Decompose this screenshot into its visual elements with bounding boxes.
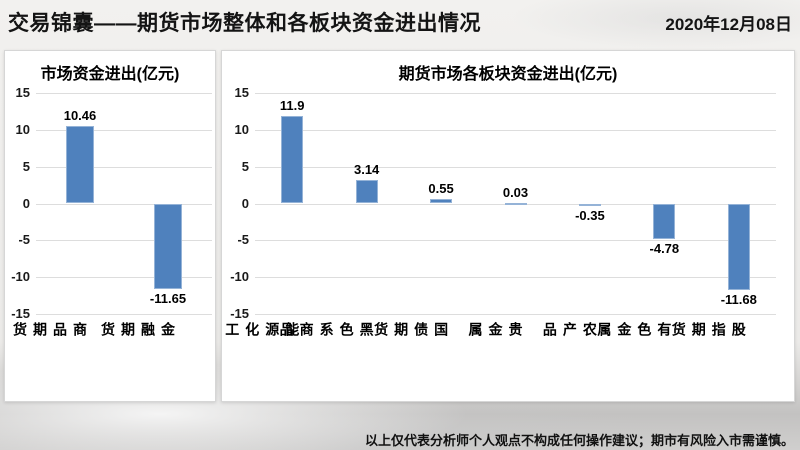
bar-value-label: -11.65: [149, 291, 187, 307]
grid-line: [255, 277, 776, 279]
grid-line: [36, 166, 212, 168]
grid-line: [255, 314, 776, 315]
y-tick-label: 0: [241, 195, 249, 211]
y-tick-label: -10: [11, 269, 30, 285]
grid-line: [36, 277, 212, 279]
category-label: 股指期货: [670, 322, 747, 337]
bar: [578, 203, 601, 207]
bar: [727, 203, 750, 290]
sector-flow-chart-plot: 15 10 5 0 -5 -10 -15 11.9 能源化工 3.14 黑色系商品 0.55 国债期货 0…: [224, 85, 776, 337]
market-flow-chart-panel: 市场资金进出(亿元) 15 10 5 0 -5 -10 -15 10.46 商品期货 -11.65…: [4, 50, 216, 402]
page-title: 交易锦囊——期货市场整体和各板块资金进出情况: [8, 12, 481, 35]
bar: [430, 199, 453, 204]
bar: [355, 180, 378, 204]
y-tick-label: -15: [230, 306, 249, 321]
grid-line: [36, 203, 212, 205]
disclaimer-text: 以上仅代表分析师个人观点不构成任何操作建议；期市有风险入市需谨慎。: [364, 433, 794, 448]
grid-line: [36, 129, 212, 131]
bar-value-label: -0.35: [575, 208, 605, 224]
category-label: 农产品: [541, 322, 598, 337]
bar: [504, 202, 527, 205]
bar-value-label: 0.55: [428, 181, 454, 197]
category-label: 黑色系商品: [278, 322, 375, 337]
chart-title-sector-flow: 期货市场各板块资金进出(亿元): [398, 66, 618, 83]
bar: [154, 203, 182, 290]
y-tick-label: -15: [11, 306, 30, 321]
bar-value-label: -11.68: [720, 291, 757, 307]
y-tick-label: -5: [18, 232, 30, 248]
bar: [281, 115, 304, 204]
y-tick-label: 15: [234, 85, 249, 100]
y-tick-label: 10: [15, 121, 30, 137]
market-flow-chart-plot: 15 10 5 0 -5 -10 -15 10.46 商品期货 -11.65 金融期货: [11, 85, 212, 337]
sector-flow-chart-panel: 期货市场各板块资金进出(亿元) 15 10 5 0 -5 -10 -15 11.9 能源化工 3.…: [221, 50, 795, 402]
bar-value-label: -4.78: [649, 240, 680, 256]
bar-value-label: 0.03: [502, 184, 529, 200]
grid-line: [255, 129, 776, 131]
y-tick-label: 15: [15, 85, 30, 100]
y-tick-label: -5: [237, 232, 249, 248]
category-label: 商品期货: [12, 322, 88, 337]
grid-line: [255, 166, 776, 168]
y-tick-label: 10: [234, 121, 249, 137]
bar: [653, 203, 676, 239]
y-tick-label: 5: [241, 158, 249, 174]
bar-value-label: 10.46: [63, 108, 97, 124]
category-label: 金融期货: [100, 322, 176, 337]
grid-line: [255, 93, 776, 94]
bar-value-label: 3.14: [353, 162, 380, 178]
grid-line: [36, 93, 212, 94]
grid-line: [36, 314, 212, 315]
category-label: 能源化工: [224, 322, 301, 337]
category-label: 国债期货: [373, 322, 450, 337]
grid-line: [36, 240, 212, 242]
y-tick-label: -10: [230, 269, 249, 285]
y-tick-label: 5: [22, 158, 30, 174]
category-label: 有色金属: [596, 322, 673, 337]
y-tick-label: 0: [22, 195, 30, 211]
bar-value-label: 11.9: [279, 97, 305, 113]
bar: [66, 126, 94, 204]
grid-line: [255, 240, 776, 242]
category-label: 贵金属: [467, 322, 524, 337]
chart-title-market-flow: 市场资金进出(亿元): [40, 66, 180, 83]
report-date: 2020年12月08日: [665, 15, 792, 34]
